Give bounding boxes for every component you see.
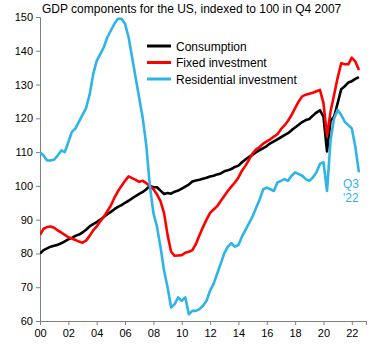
- x-tick-label: 12: [204, 327, 216, 339]
- y-tick-label: 80: [21, 247, 33, 259]
- y-tick-label: 60: [21, 315, 33, 327]
- x-tick: 16: [261, 321, 273, 339]
- y-tick: 100: [15, 180, 40, 192]
- y-tick: 120: [15, 112, 40, 124]
- y-tick-label: 90: [21, 214, 33, 226]
- y-tick-mark: [36, 287, 40, 288]
- x-tick-label: 00: [34, 327, 46, 339]
- legend-label: Consumption: [176, 40, 247, 54]
- y-tick-label: 70: [21, 281, 33, 293]
- annotation: Q3'22: [343, 177, 359, 205]
- x-tick-mark: [323, 321, 324, 325]
- y-tick-label: 110: [15, 146, 33, 158]
- chart-container: 00 02 04 06 08 10 12 14 16 18 20 22 60 70 80 90 100 110 12…: [0, 0, 384, 357]
- y-tick: 90: [21, 214, 40, 226]
- x-axis: 00 02 04 06 08 10 12 14 16 18 20 22: [34, 321, 366, 339]
- y-tick-mark: [36, 51, 40, 52]
- legend: Consumption Fixed investment Residential i…: [147, 40, 297, 87]
- annotation-line: '22: [343, 191, 359, 205]
- x-tick-mark: [68, 321, 69, 325]
- series-line: [40, 58, 359, 256]
- legend-swatch: [147, 45, 171, 48]
- x-tick: 14: [233, 321, 245, 339]
- x-tick-mark: [125, 321, 126, 325]
- x-tick-label: 04: [91, 327, 103, 339]
- x-tick-mark: [182, 321, 183, 325]
- y-tick-mark: [36, 186, 40, 187]
- y-tick: 80: [21, 247, 40, 259]
- x-tick-mark: [295, 321, 296, 325]
- x-tick-mark: [267, 321, 268, 325]
- x-tick: 08: [148, 321, 160, 339]
- chart-title: GDP components for the US, indexed to 10…: [42, 2, 342, 16]
- x-tick-mark: [153, 321, 154, 325]
- legend-entry: Fixed investment: [147, 56, 267, 70]
- x-tick: 02: [63, 321, 75, 339]
- y-axis: 60 70 80 90 100 110 120 130 140 150: [15, 11, 41, 327]
- legend-swatch: [147, 61, 171, 64]
- y-tick-mark: [36, 152, 40, 153]
- x-tick-mark: [238, 321, 239, 325]
- x-tick-label: 06: [119, 327, 131, 339]
- y-tick-mark: [36, 17, 40, 18]
- legend-label: Residential investment: [176, 73, 297, 87]
- x-axis-line: [41, 322, 367, 326]
- y-tick-mark: [36, 85, 40, 86]
- x-tick: 06: [119, 321, 131, 339]
- x-tick: 12: [204, 321, 216, 339]
- legend-label: Fixed investment: [176, 56, 267, 70]
- plot-lines: [40, 19, 359, 315]
- y-tick-mark: [36, 253, 40, 254]
- y-tick-label: 100: [15, 180, 33, 192]
- y-tick-mark: [36, 321, 40, 322]
- annotation-line: Q3: [343, 177, 359, 191]
- legend-entry: Residential investment: [147, 73, 297, 87]
- x-tick-mark: [352, 321, 353, 325]
- legend-entry: Consumption: [147, 40, 247, 54]
- x-tick-label: 22: [346, 327, 358, 339]
- x-tick-label: 02: [63, 327, 75, 339]
- y-tick: 60: [21, 315, 40, 327]
- x-tick-label: 16: [261, 327, 273, 339]
- x-tick-mark: [210, 321, 211, 325]
- x-tick-label: 10: [176, 327, 188, 339]
- chart-svg: 00 02 04 06 08 10 12 14 16 18 20 22 60 70 80 90 100 110 12…: [0, 0, 384, 357]
- y-tick-label: 120: [15, 112, 33, 124]
- x-tick-label: 14: [233, 327, 245, 339]
- y-tick: 70: [21, 281, 40, 293]
- x-tick: 18: [290, 321, 302, 339]
- y-tick-mark: [36, 220, 40, 221]
- x-tick: 04: [91, 321, 103, 339]
- y-tick: 110: [15, 146, 40, 158]
- y-tick: 130: [15, 79, 40, 91]
- x-tick: 22: [346, 321, 358, 339]
- y-tick-label: 150: [15, 11, 33, 23]
- x-tick-label: 18: [290, 327, 302, 339]
- y-axis-line: [36, 18, 41, 322]
- y-tick: 140: [15, 45, 40, 57]
- y-tick: 150: [15, 11, 40, 23]
- y-tick-label: 130: [15, 79, 33, 91]
- x-tick: 10: [176, 321, 188, 339]
- x-tick-mark: [97, 321, 98, 325]
- x-tick-label: 08: [148, 327, 160, 339]
- title-line: GDP components for the US, indexed to 10…: [42, 2, 342, 16]
- x-tick: 20: [318, 321, 330, 339]
- x-tick-label: 20: [318, 327, 330, 339]
- y-tick-mark: [36, 118, 40, 119]
- series-line: [40, 19, 359, 315]
- legend-swatch: [147, 78, 171, 81]
- x-tick: 00: [34, 321, 46, 339]
- y-tick-label: 140: [15, 45, 33, 57]
